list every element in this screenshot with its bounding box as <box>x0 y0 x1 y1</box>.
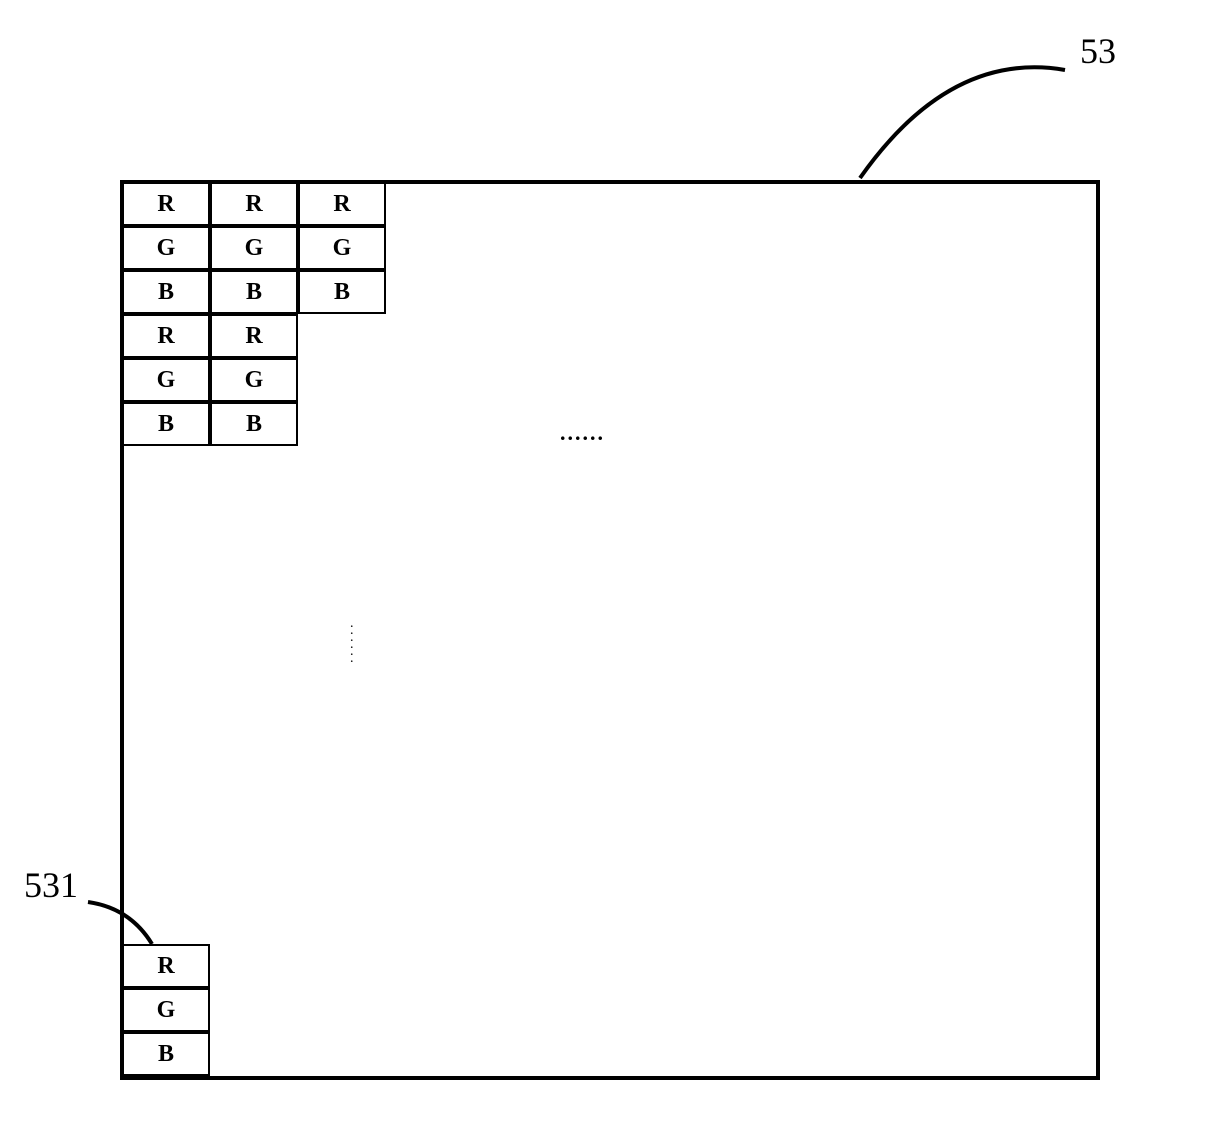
ellipsis-dot: . <box>350 655 354 662</box>
leader-531 <box>0 0 300 1126</box>
ellipsis-horizontal: ...... <box>560 420 605 446</box>
ellipsis-vertical: ...... <box>350 620 354 662</box>
pixel-cell: G <box>298 226 386 270</box>
diagram-container: 53 RRRGGGBBBRRGGBB RGB 531 ...... ...... <box>0 0 1209 1126</box>
pixel-cell: R <box>298 182 386 226</box>
pixel-cell: B <box>298 270 386 314</box>
